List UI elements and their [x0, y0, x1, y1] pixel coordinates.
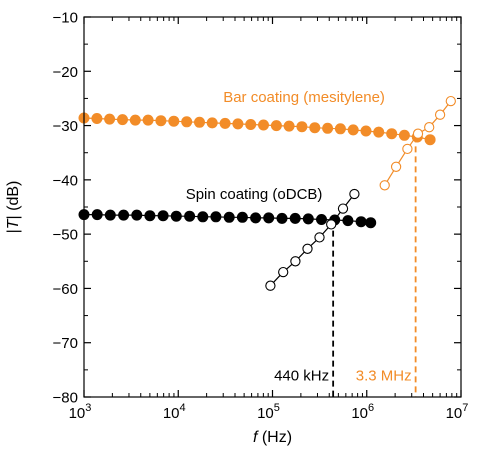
series-points	[78, 95, 456, 291]
x-axis-label-unit: (Hz)	[257, 429, 292, 446]
data-point	[373, 126, 385, 138]
y-axis-label-symbol: T	[5, 218, 22, 229]
data-point	[315, 214, 327, 226]
data-point	[349, 188, 360, 200]
data-point	[168, 115, 180, 127]
data-point	[131, 209, 143, 221]
y-tick-label: −70	[53, 335, 78, 352]
data-point	[265, 280, 276, 291]
data-point	[365, 217, 377, 229]
cutoff-marker-labels: 440 kHz 3.3 MHz	[274, 368, 412, 385]
x-axis-label: f (Hz)	[253, 429, 292, 446]
data-point	[219, 117, 231, 129]
data-point	[326, 219, 337, 230]
data-point	[334, 123, 346, 135]
data-point	[283, 120, 295, 132]
data-point	[142, 114, 154, 126]
data-point	[144, 210, 156, 222]
y-tick-label: −60	[53, 281, 78, 298]
data-point	[263, 212, 275, 224]
data-point	[236, 211, 248, 223]
data-point	[206, 117, 218, 129]
data-point	[360, 125, 372, 137]
data-point	[104, 209, 116, 221]
data-point	[434, 109, 446, 120]
y-tick-label: −20	[53, 64, 78, 81]
data-point	[302, 213, 314, 225]
data-point	[245, 119, 257, 131]
data-point	[398, 129, 410, 141]
data-point	[424, 134, 436, 146]
y-axis-label: |T| (dB)	[5, 181, 22, 234]
y-axis-label-prefix: |	[5, 229, 22, 233]
data-point	[210, 211, 222, 223]
y-tick-label: −30	[53, 118, 78, 135]
data-point	[390, 161, 402, 172]
plot-frame	[83, 16, 462, 398]
data-point	[155, 115, 167, 127]
data-point	[302, 243, 313, 254]
data-point	[296, 121, 308, 133]
series-line	[83, 117, 431, 141]
data-point	[223, 211, 235, 223]
y-tick-label: −40	[53, 172, 78, 189]
data-point	[129, 114, 141, 126]
x-axis-ticks: 103 104 105 106 107	[69, 17, 469, 422]
data-point	[278, 266, 289, 278]
data-point	[424, 122, 435, 133]
y-axis-ticks: −10 −20 −30 −40 −50 −60 −70 −80	[53, 10, 461, 407]
data-point	[270, 120, 282, 132]
y-tick-label: −50	[53, 227, 78, 244]
data-point	[322, 122, 334, 134]
cutoff-label: 440 kHz	[274, 368, 329, 385]
data-point	[232, 118, 244, 130]
data-point	[250, 212, 262, 224]
data-point	[257, 119, 269, 131]
data-point	[91, 113, 103, 125]
x-tick-label: 106	[351, 402, 374, 422]
data-point	[309, 122, 321, 134]
x-tick-label: 105	[257, 402, 280, 422]
data-point	[314, 232, 325, 243]
data-point	[157, 210, 169, 222]
data-point	[337, 203, 349, 214]
data-point	[91, 209, 103, 221]
data-point	[194, 116, 206, 128]
series-label: Spin coating (oDCB)	[186, 186, 323, 203]
data-point	[402, 143, 413, 155]
data-point	[342, 215, 354, 227]
x-tick-label: 107	[446, 402, 469, 422]
data-point	[184, 210, 196, 222]
data-point	[386, 128, 398, 140]
x-tick-label: 104	[163, 402, 186, 422]
data-point	[197, 211, 209, 223]
y-tick-label: −10	[53, 10, 78, 27]
data-point	[290, 256, 301, 267]
y-axis-label-unit: | (dB)	[5, 181, 22, 220]
cutoff-marker-lines	[332, 136, 417, 397]
data-point	[118, 209, 130, 221]
series-label: Bar coating (mesitylene)	[223, 89, 385, 106]
cutoff-label: 3.3 MHz	[356, 368, 412, 385]
data-point	[379, 180, 390, 191]
data-point	[445, 95, 456, 107]
data-point	[289, 212, 301, 224]
x-tick-label: 103	[69, 402, 92, 422]
data-point	[104, 113, 116, 125]
data-point	[347, 124, 359, 136]
data-point	[412, 128, 424, 139]
series-annotations: Bar coating (mesitylene) Spin coating (oD…	[186, 89, 385, 203]
data-point	[181, 116, 193, 128]
data-point	[170, 210, 182, 222]
data-point	[355, 216, 367, 228]
y-tick-label: −80	[53, 390, 78, 407]
x-axis-label-symbol: f	[253, 429, 259, 446]
data-point	[276, 212, 288, 224]
data-point	[117, 114, 129, 126]
